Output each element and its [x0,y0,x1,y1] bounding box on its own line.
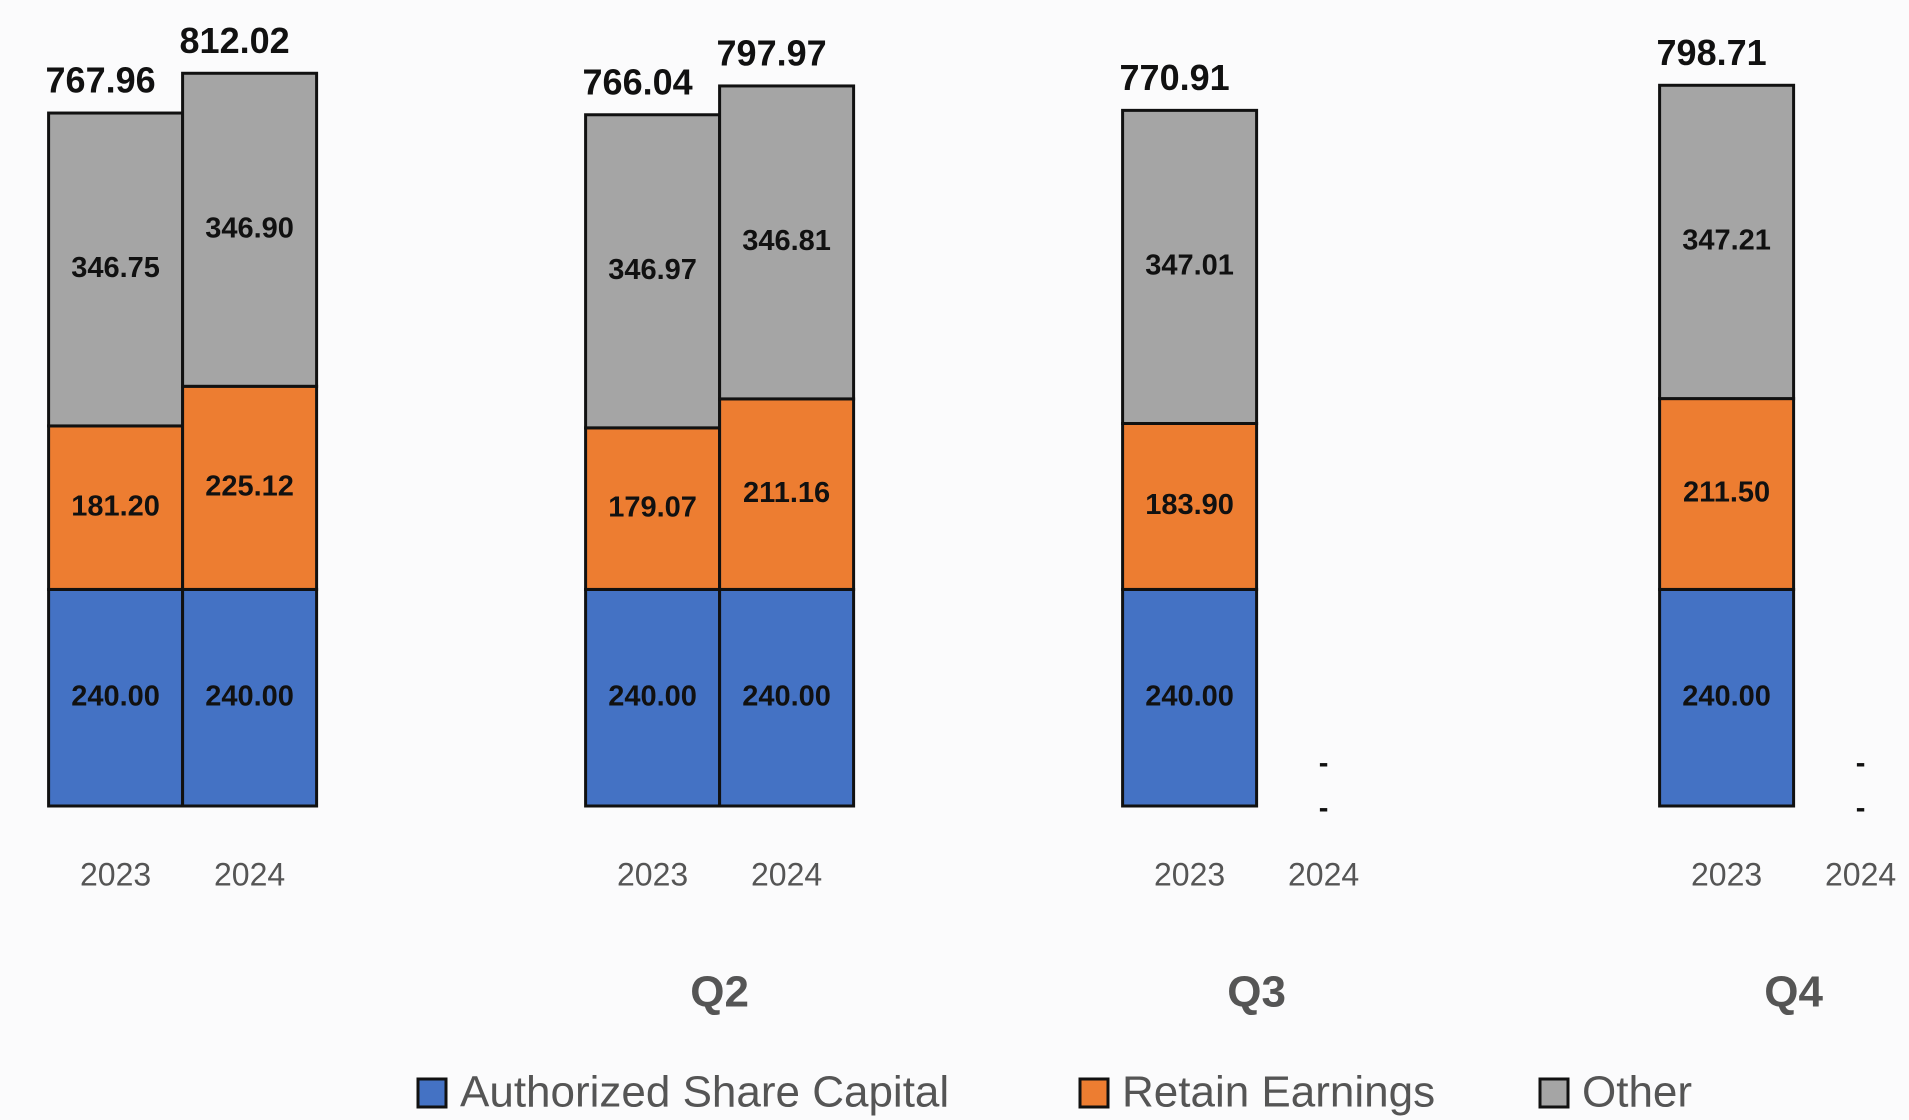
x-tick-label: 2023 [1154,856,1225,892]
bar-segment [1121,587,1259,808]
data-label: 347.21 [1682,225,1771,257]
data-label: 225.12 [205,471,294,503]
data-label: 346.75 [71,252,160,284]
data-label: 240.00 [71,680,160,712]
bar-segment [1658,83,1796,401]
bar-segment [181,384,319,591]
data-label: - [1319,748,1329,780]
data-label: 240.00 [1682,680,1771,712]
x-tick-label: 2024 [1825,856,1896,892]
bar-segment [584,113,722,430]
bar-segment [718,84,856,401]
bar-segment [584,426,722,591]
data-label: 181.20 [71,490,160,522]
bar-segment [47,111,185,428]
bar-segment [47,424,185,591]
data-label: 211.50 [1683,477,1770,509]
legend-swatch [416,1077,448,1109]
legend-swatch [1078,1077,1110,1109]
data-label: 346.90 [205,212,294,244]
group-label: Q4 [1764,968,1823,1017]
bar-segment [718,587,856,808]
x-tick-label: 2023 [1691,856,1762,892]
data-label: 240.00 [1145,680,1234,712]
group-label: Q3 [1227,968,1286,1017]
total-label: 767.96 [46,60,156,101]
total-label: 812.02 [180,20,290,61]
data-label: 211.16 [743,477,830,509]
bar-segment [1658,397,1796,591]
bar-segment [181,71,319,388]
bar-segment [584,587,722,808]
data-label: 240.00 [742,680,831,712]
total-label: 770.91 [1120,57,1230,98]
x-tick-label: 2024 [1288,856,1359,892]
bar-segment [1658,587,1796,808]
data-label: 240.00 [205,680,294,712]
x-tick-label: 2024 [751,856,822,892]
legend-swatch [1538,1077,1570,1109]
data-label: 240.00 [608,680,697,712]
data-label: - [1856,793,1866,825]
total-label: 766.04 [583,61,693,102]
data-label: 183.90 [1145,489,1234,521]
x-tick-label: 2023 [80,856,151,892]
bar-segment [181,587,319,808]
data-label: 346.81 [742,225,831,257]
data-label: - [1856,748,1866,780]
bar-segment [1121,108,1259,425]
legend-label: Other [1582,1068,1692,1117]
bar-segment [47,587,185,808]
x-tick-label: 2024 [214,856,285,892]
data-label: 347.01 [1145,250,1234,282]
legend-label: Retain Earnings [1122,1068,1435,1117]
bar-segment [718,397,856,591]
legend-label: Authorized Share Capital [460,1068,949,1117]
data-label: 179.07 [608,491,697,523]
group-label: Q2 [690,968,749,1017]
total-label: 798.71 [1657,32,1767,73]
total-label: 797.97 [717,32,827,73]
data-label: 346.97 [608,254,697,286]
data-label: - [1319,793,1329,825]
x-tick-label: 2023 [617,856,688,892]
